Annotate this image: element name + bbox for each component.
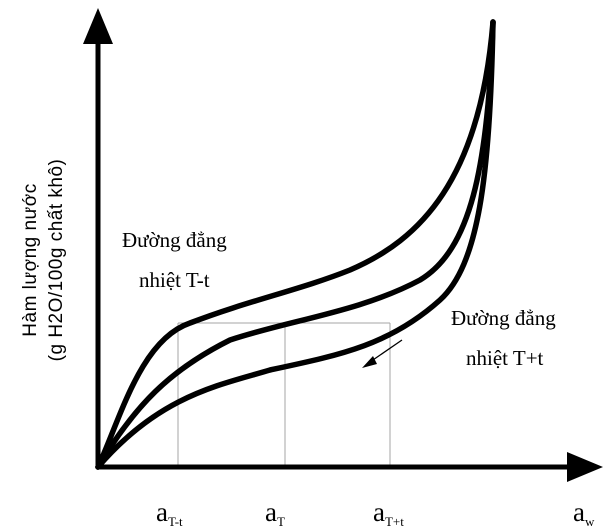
x-axis-label-sub: w [585,514,595,529]
annotation-upper-line-2: nhiệt T-t [139,268,210,292]
x-tick-label-aT-t: aT-t [156,497,183,529]
y-axis-label-line-1: Hàm lượng nước [20,183,41,336]
annotation-upper-line-1: Đường đẳng [122,228,227,252]
x-axis-arrowhead [567,452,603,482]
x-tick-aT+t-main: a [373,497,385,527]
annotation-lower-isotherm: Đường đẳng nhiệt T+t [451,306,556,370]
y-axis-arrowhead [83,8,113,44]
annotation-pointer-arrowhead [362,356,377,368]
x-axis-label-aw: aw [573,497,595,529]
annotation-upper-isotherm: Đường đẳng nhiệt T-t [122,228,227,292]
x-tick-aT-main: a [265,497,277,527]
x-tick-aT-t-main: a [156,497,168,527]
x-tick-aT+t-sub: T+t [385,514,404,529]
x-tick-label-aT+t: aT+t [373,497,404,529]
annotation-pointer-line [369,339,403,363]
x-tick-aT-sub: T [277,514,285,529]
x-tick-aT-t-sub: T-t [168,514,183,529]
isotherm-curve-lower [95,19,496,470]
x-tick-label-aT: aT [265,497,285,529]
annotation-lower-line-1: Đường đẳng [451,306,556,330]
y-axis-label: Hàm lượng nước (g H2O/100g chất khô) [20,159,67,362]
annotation-lower-line-2: nhiệt T+t [466,346,544,370]
isotherm-curve-upper [95,19,496,470]
isotherm-curve-middle [95,19,496,470]
y-axis-label-line-2: (g H2O/100g chất khô) [46,159,67,362]
x-axis-label-main: a [573,497,585,527]
